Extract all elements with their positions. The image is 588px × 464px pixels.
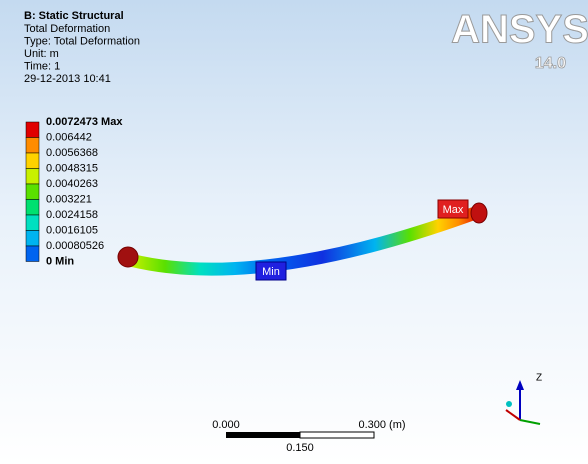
legend-swatch (26, 246, 39, 262)
triad-x (506, 410, 520, 420)
viewport: B: Static Structural Total DeformationTy… (0, 0, 588, 464)
triad-dot (506, 401, 512, 407)
triad-y (520, 420, 540, 424)
header-line: Total Deformation (24, 23, 110, 35)
legend-label: 0.003221 (46, 193, 92, 205)
max-label: Max (443, 204, 464, 216)
scale-left: 0.000 (212, 419, 240, 431)
legend-swatch (26, 184, 39, 200)
triad-z-label: Z (536, 373, 542, 384)
scale-bar-black (226, 432, 300, 438)
header-line: Time: 1 (24, 60, 60, 72)
legend-label: 0.00080526 (46, 240, 104, 252)
legend-label: 0.0048315 (46, 162, 98, 174)
header-line: Unit: m (24, 48, 59, 60)
legend-label: 0.0072473 Max (46, 116, 123, 128)
right-eye (471, 203, 487, 223)
legend-swatch (26, 122, 39, 138)
scale-right: 0.300 (m) (358, 419, 405, 431)
legend-label: 0.0024158 (46, 209, 98, 221)
min-label: Min (262, 266, 280, 278)
scale-middle: 0.150 (286, 442, 314, 454)
legend-label: 0.006442 (46, 131, 92, 143)
logo: ANSYS (451, 8, 588, 52)
left-eye (118, 247, 138, 267)
triad-z-head (516, 380, 524, 390)
legend-swatch (26, 138, 39, 154)
legend-label: 0.0056368 (46, 147, 98, 159)
legend-label: 0.0040263 (46, 178, 98, 190)
scene: B: Static Structural Total DeformationTy… (0, 0, 588, 464)
legend-swatch (26, 215, 39, 231)
header-title: B: Static Structural (24, 10, 124, 22)
header-line: 29-12-2013 10:41 (24, 73, 111, 85)
legend-swatch (26, 200, 39, 216)
legend-label: 0 Min (46, 255, 74, 267)
legend-swatch (26, 231, 39, 247)
legend-swatch (26, 153, 39, 169)
scale-bar-white (300, 432, 374, 438)
logo-version: 14.0 (535, 55, 566, 72)
spring (130, 212, 478, 269)
legend-label: 0.0016105 (46, 224, 98, 236)
header-line: Type: Total Deformation (24, 35, 140, 47)
legend-swatch (26, 169, 39, 185)
